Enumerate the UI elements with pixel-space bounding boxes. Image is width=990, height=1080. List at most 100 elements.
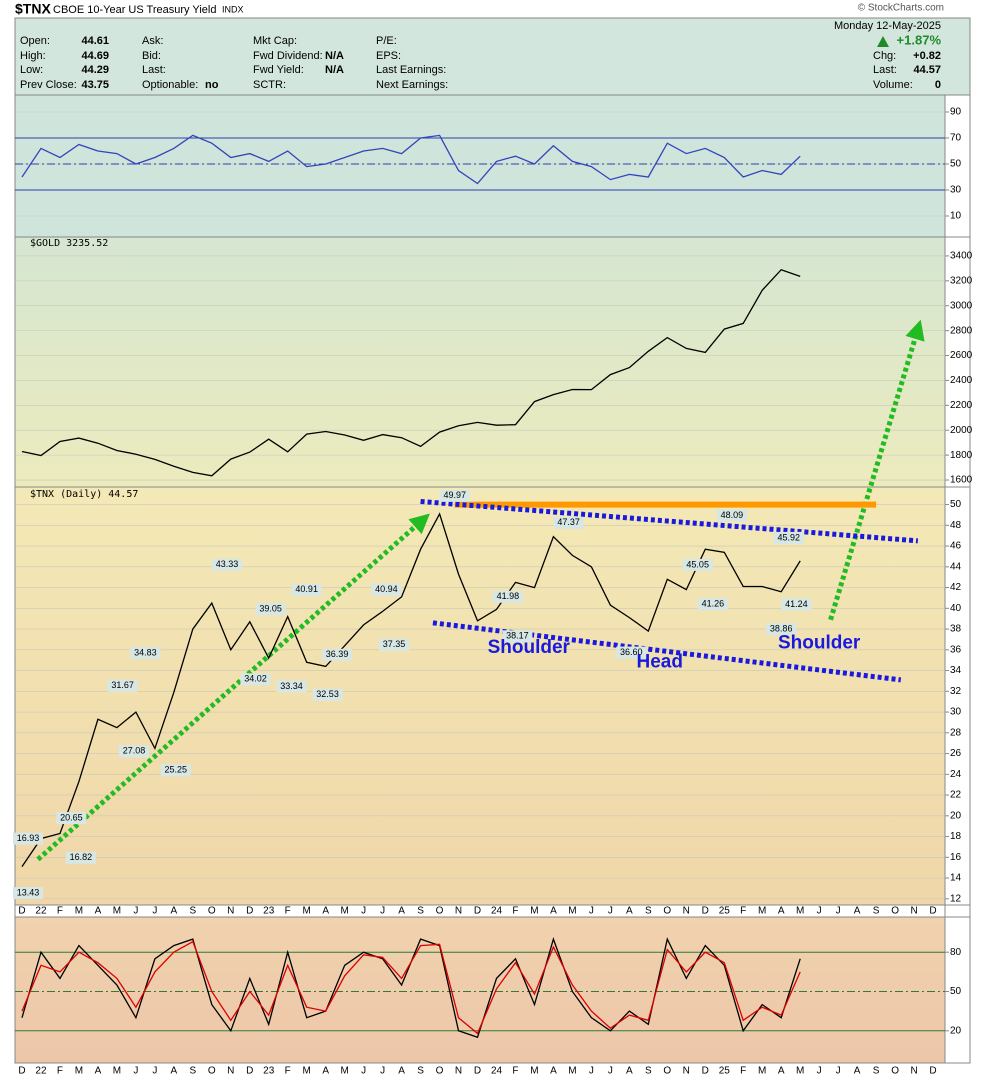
y-tick-label: 2600	[950, 350, 973, 361]
y-tick-label: 18	[950, 831, 962, 842]
y-tick-label: 10	[950, 211, 962, 222]
x-tick-label: 24	[491, 1066, 503, 1077]
x-tick-label: A	[398, 906, 405, 917]
price-label-bg	[107, 679, 138, 692]
x-tick-label: A	[778, 906, 785, 917]
x-tick-label: 22	[35, 1066, 47, 1077]
x-tick-label: J	[817, 906, 822, 917]
y-tick-label: 16	[950, 852, 962, 863]
x-tick-label: A	[322, 906, 329, 917]
y-tick-label: 2800	[950, 325, 973, 336]
pattern-label: Shoulder	[488, 637, 571, 658]
x-tick-label: J	[152, 1066, 157, 1077]
x-tick-label: S	[873, 906, 880, 917]
price-label-bg	[65, 851, 96, 864]
up-arrow	[877, 36, 889, 47]
x-tick-label: A	[171, 1066, 178, 1077]
price-label: 49.97	[443, 490, 466, 500]
price-label: 41.24	[785, 599, 808, 609]
x-tick-label: F	[285, 906, 291, 917]
y-tick-label: 44	[950, 561, 962, 572]
x-tick-label: A	[778, 1066, 785, 1077]
x-tick-label: S	[189, 1066, 196, 1077]
x-tick-label: M	[568, 906, 576, 917]
field-label: High:	[20, 50, 46, 62]
price-label-bg	[255, 603, 286, 616]
price-label: 36.60	[620, 647, 643, 657]
field-value: 44.61	[81, 35, 109, 47]
price-label: 39.05	[259, 604, 282, 614]
pattern-label: Head	[636, 651, 682, 672]
price-label-bg	[322, 648, 353, 661]
exchange: INDX	[222, 4, 244, 14]
x-tick-label: M	[796, 1066, 804, 1077]
x-tick-label: F	[740, 1066, 746, 1077]
field-value: 44.57	[913, 64, 941, 76]
x-tick-label: D	[702, 1066, 709, 1077]
price-label: 36.39	[326, 649, 349, 659]
x-tick-label: M	[113, 1066, 121, 1077]
price-label-bg	[56, 812, 87, 825]
y-tick-label: 36	[950, 644, 962, 655]
x-tick-label: A	[550, 906, 557, 917]
price-label: 43.33	[216, 559, 239, 569]
x-tick-label: M	[758, 906, 766, 917]
x-tick-label: J	[133, 906, 138, 917]
y-tick-label: 50	[950, 159, 962, 170]
y-tick-label: 90	[950, 107, 962, 118]
field-label: Chg:	[873, 50, 896, 62]
header-bg	[15, 18, 970, 95]
x-tick-label: J	[133, 1066, 138, 1077]
field-label: Fwd Dividend:	[253, 50, 323, 62]
x-tick-label: S	[873, 1066, 880, 1077]
x-tick-label: A	[854, 1066, 861, 1077]
x-tick-label: 25	[719, 1066, 731, 1077]
price-label-bg	[682, 558, 713, 571]
price-label: 45.92	[778, 532, 801, 542]
field-value: no	[205, 79, 219, 91]
field-label: Volume:	[873, 79, 913, 91]
x-tick-label: J	[361, 1066, 366, 1077]
x-tick-label: A	[854, 906, 861, 917]
x-tick-label: 25	[719, 906, 731, 917]
field-label: Open:	[20, 35, 50, 47]
price-label-bg	[13, 886, 43, 899]
axis-strip	[945, 95, 970, 905]
field-label: Bid:	[142, 50, 161, 62]
price-label: 34.02	[244, 674, 267, 684]
field-value: 44.29	[81, 64, 109, 76]
price-label: 41.98	[497, 591, 520, 601]
x-tick-label: F	[57, 1066, 63, 1077]
x-tick-label: M	[568, 1066, 576, 1077]
x-tick-label: D	[702, 906, 709, 917]
gold-panel	[15, 237, 945, 487]
y-tick-label: 32	[950, 686, 962, 697]
y-tick-label: 38	[950, 624, 962, 635]
x-tick-label: D	[18, 906, 25, 917]
price-label-bg	[553, 516, 584, 529]
series-line	[21, 134, 801, 185]
field-label: Next Earnings:	[376, 79, 448, 91]
field-label: Prev Close:	[20, 79, 77, 91]
y-tick-label: 40	[950, 603, 962, 614]
field-value: 44.69	[81, 50, 109, 62]
price-label-bg	[716, 509, 747, 522]
y-tick-label: 48	[950, 520, 962, 531]
price-label: 38.17	[506, 631, 529, 641]
y-tick-label: 20	[950, 1025, 962, 1036]
x-tick-label: S	[645, 1066, 652, 1077]
x-tick-label: F	[740, 906, 746, 917]
price-label-bg	[13, 832, 43, 845]
y-tick-label: 26	[950, 748, 962, 759]
price-label: 41.26	[702, 599, 725, 609]
price-label-bg	[697, 598, 728, 611]
price-label-bg	[766, 623, 797, 636]
x-tick-label: N	[683, 1066, 690, 1077]
field-value: +0.82	[913, 50, 941, 62]
field-value: 0	[935, 79, 941, 91]
y-tick-label: 46	[950, 541, 962, 552]
price-label-bg	[276, 680, 307, 693]
x-tick-label: S	[645, 906, 652, 917]
x-tick-label: J	[380, 1066, 385, 1077]
